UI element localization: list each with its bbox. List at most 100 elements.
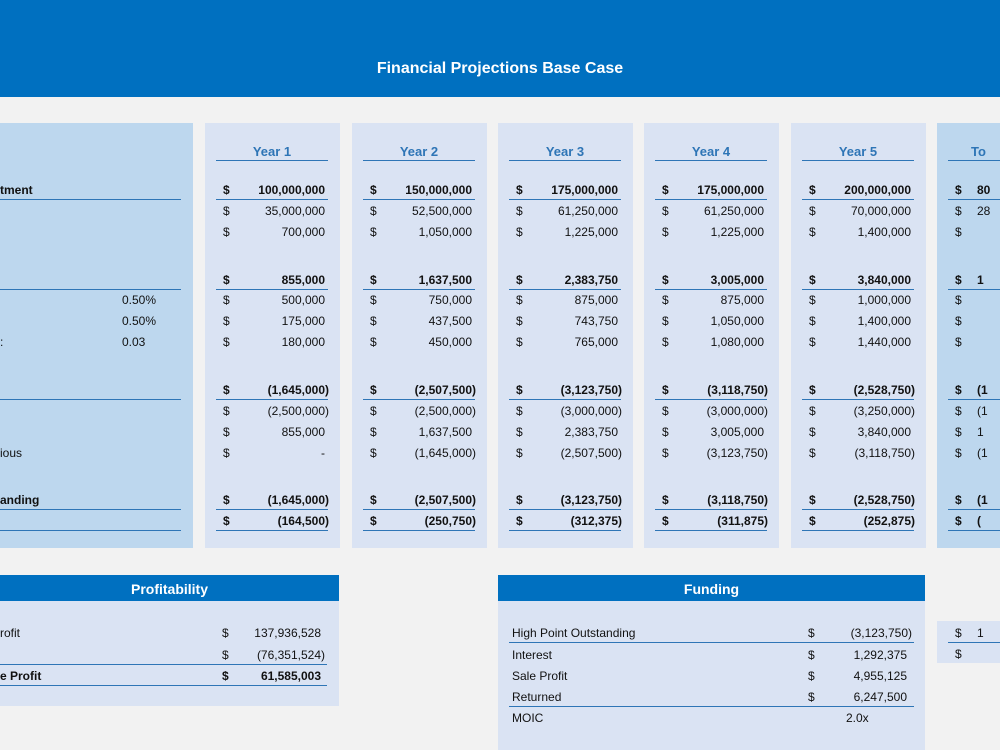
- value: (1,645,000): [267, 383, 329, 397]
- currency-symbol: $: [223, 183, 230, 197]
- currency-symbol: $: [370, 514, 377, 528]
- currency-symbol: $: [223, 225, 230, 239]
- currency-symbol: $: [809, 293, 816, 307]
- value: 1: [977, 425, 984, 439]
- currency-symbol: $: [370, 404, 377, 418]
- value: (164,500): [277, 514, 329, 528]
- value: (3,000,000): [560, 404, 622, 418]
- value: 52,500,000: [411, 204, 472, 218]
- row-underline: [948, 289, 1000, 290]
- value: (250,750): [424, 514, 476, 528]
- value: 1,440,000: [857, 335, 911, 349]
- side-underline: [948, 642, 1000, 643]
- funding-title: Funding: [498, 575, 925, 601]
- currency-symbol: $: [223, 514, 230, 528]
- value: 765,000: [574, 335, 618, 349]
- currency-symbol: $: [516, 425, 523, 439]
- row-underline: [0, 289, 181, 290]
- currency-symbol: $: [955, 183, 962, 197]
- currency-symbol: $: [516, 273, 523, 287]
- value: 3,005,000: [710, 425, 764, 439]
- currency-symbol: $: [223, 425, 230, 439]
- year-column-3: Year 3 $175,000,000 $61,250,000 $1,225,000 $…: [498, 123, 633, 548]
- value: 855,000: [281, 273, 325, 287]
- row-underline: [216, 399, 328, 400]
- row-underline: [802, 199, 914, 200]
- currency-symbol: $: [809, 314, 816, 328]
- currency-symbol: $: [808, 648, 815, 662]
- currency-symbol: $: [223, 335, 230, 349]
- column-header: Year 5: [838, 144, 878, 159]
- currency-symbol: $: [662, 293, 669, 307]
- row-underline: [948, 399, 1000, 400]
- rate-value: 0.50%: [122, 293, 157, 307]
- value: (1: [977, 404, 988, 418]
- funding-value: 2.0x: [846, 711, 869, 725]
- value: 1: [977, 626, 984, 640]
- currency-symbol: $: [222, 648, 229, 662]
- value: 200,000,000: [844, 183, 911, 197]
- funding-value: 4,955,125: [853, 669, 907, 683]
- row-underline: [216, 289, 328, 290]
- currency-symbol: $: [809, 425, 816, 439]
- row-underline: [363, 509, 475, 510]
- profit-label: e Profit: [0, 669, 42, 683]
- value: 61,250,000: [557, 204, 618, 218]
- value: -: [321, 446, 325, 460]
- funding-underline: [509, 642, 914, 643]
- funding-value: 6,247,500: [853, 690, 907, 704]
- currency-symbol: $: [809, 273, 816, 287]
- value: 2,383,750: [564, 425, 618, 439]
- profit-value: 137,936,528: [254, 626, 321, 640]
- currency-symbol: $: [955, 425, 962, 439]
- year-column-4: Year 4 $175,000,000 $61,250,000 $1,225,000 $…: [644, 123, 779, 548]
- currency-symbol: $: [516, 293, 523, 307]
- currency-symbol: $: [809, 204, 816, 218]
- row-underline: [0, 530, 181, 531]
- column-header: To: [971, 144, 986, 159]
- profitability-title: Profitability: [0, 575, 339, 601]
- value: (3,118,750): [854, 446, 916, 460]
- currency-symbol: $: [516, 335, 523, 349]
- currency-symbol: $: [370, 225, 377, 239]
- currency-symbol: $: [809, 335, 816, 349]
- total-column: To $80 $28 $ $1 $ $ $ $ (1 $ (1 $1 $ (1 $ (1 $ (: [937, 123, 1000, 548]
- profit-underline: [0, 685, 327, 686]
- value: (2,507,500): [560, 446, 622, 460]
- currency-symbol: $: [662, 404, 669, 418]
- profitability-panel: Profitability rofit $137,936,528 $ (76,351,…: [0, 575, 339, 706]
- currency-symbol: $: [955, 204, 962, 218]
- row-underline: [948, 509, 1000, 510]
- row-label: :: [0, 335, 4, 349]
- row-underline: [948, 199, 1000, 200]
- header-underline: [948, 160, 1000, 161]
- currency-symbol: $: [955, 314, 962, 328]
- value: (3,000,000): [706, 404, 768, 418]
- row-underline: [216, 509, 328, 510]
- year-column-2: Year 2 $150,000,000 $52,500,000 $1,050,000 $…: [352, 123, 487, 548]
- row-underline: [216, 530, 328, 531]
- value: (3,118,750): [707, 383, 768, 397]
- currency-symbol: $: [516, 514, 523, 528]
- row-underline: [363, 399, 475, 400]
- value: (3,250,000): [853, 404, 915, 418]
- row-underline: [0, 199, 181, 200]
- header-underline: [216, 160, 328, 161]
- currency-symbol: $: [662, 425, 669, 439]
- value: 3,840,000: [857, 425, 911, 439]
- row-underline: [655, 289, 767, 290]
- year-column-1: Year 1 $100,000,000 $35,000,000 $700,000 $85…: [205, 123, 340, 548]
- funding-underline: [509, 706, 914, 707]
- value: 700,000: [281, 225, 325, 239]
- currency-symbol: $: [955, 383, 962, 397]
- profit-label: rofit: [0, 626, 21, 640]
- currency-symbol: $: [662, 314, 669, 328]
- row-underline: [509, 530, 621, 531]
- label-panel: tment 0.50% 0.50%: 0.03 ious anding: [0, 123, 193, 548]
- currency-symbol: $: [223, 383, 230, 397]
- row-underline: [655, 399, 767, 400]
- value: 855,000: [281, 425, 325, 439]
- rate-value: 0.50%: [122, 314, 157, 328]
- value: 175,000,000: [551, 183, 618, 197]
- currency-symbol: $: [223, 273, 230, 287]
